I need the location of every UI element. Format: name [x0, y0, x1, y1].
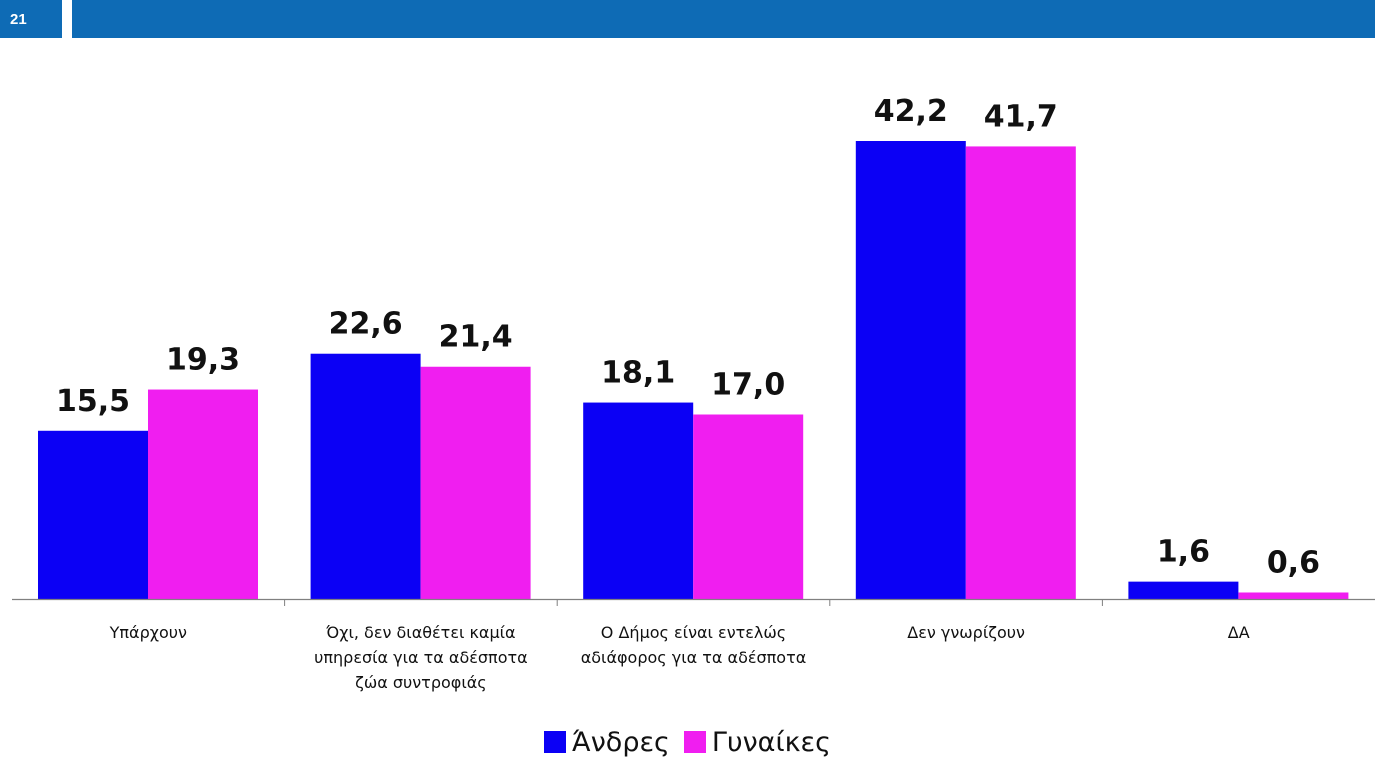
- category-label-4-line-0: ΔΑ: [1228, 623, 1250, 642]
- bar-men-2: [583, 402, 694, 599]
- value-label-women-0: 19,3: [166, 343, 240, 378]
- value-label-women-2: 17,0: [711, 367, 785, 402]
- value-label-men-3: 42,2: [874, 94, 948, 129]
- legend-item-women: Γυναίκες: [683, 726, 831, 758]
- page-number-badge: 21: [0, 0, 62, 38]
- value-label-women-3: 41,7: [984, 99, 1058, 134]
- bar-women-1: [420, 366, 531, 599]
- value-label-men-4: 1,6: [1157, 535, 1210, 570]
- value-label-men-0: 15,5: [56, 384, 130, 419]
- category-label-2-line-0: Ο Δήμος είναι εντελώς: [601, 623, 786, 642]
- category-label-1-line-0: Όχι, δεν διαθέτει καμία: [325, 623, 515, 642]
- legend-label-men: Άνδρες: [572, 726, 670, 758]
- value-label-men-1: 22,6: [329, 307, 403, 342]
- legend-swatch-women: [683, 731, 706, 753]
- bar-men-1: [310, 353, 421, 599]
- labels-layer: 15,5 19,3 Υπάρχουν 22,6 21,4 Όχι, δεν διαθέτε…: [56, 94, 1320, 692]
- legend-item-men: Άνδρες: [544, 727, 670, 758]
- bar-women-4: [1238, 592, 1349, 599]
- bar-women-3: [965, 146, 1076, 599]
- category-label-1-line-2: ζώα συντροφιάς: [355, 673, 487, 692]
- bar-men-0: [38, 430, 148, 599]
- value-label-women-4: 0,6: [1267, 545, 1320, 580]
- category-label-3-line-0: Δεν γνωρίζουν: [907, 623, 1025, 642]
- legend-swatch-men: [544, 731, 567, 753]
- bar-chart: 15,5 19,3 Υπάρχουν 22,6 21,4 Όχι, δεν διαθέτε…: [12, 94, 1375, 692]
- bar-women-2: [693, 414, 804, 599]
- category-label-2-line-1: αδιάφορος για τα αδέσποτα: [581, 648, 807, 667]
- category-label-1-line-1: υπηρεσία για τα αδέσποτα: [314, 648, 528, 667]
- bar-men-4: [1128, 581, 1239, 599]
- legend-label-women: Γυναίκες: [711, 726, 831, 758]
- bar-women-0: [148, 389, 258, 599]
- legend: Άνδρες Γυναίκες: [0, 725, 1375, 759]
- value-label-women-1: 21,4: [439, 320, 513, 355]
- value-label-men-2: 18,1: [601, 356, 675, 391]
- bar-men-3: [855, 141, 966, 599]
- category-label-0-line-0: Υπάρχουν: [109, 623, 187, 642]
- header-bar: [72, 0, 1375, 38]
- bars-layer: [38, 141, 1349, 599]
- x-axis: [12, 598, 1375, 606]
